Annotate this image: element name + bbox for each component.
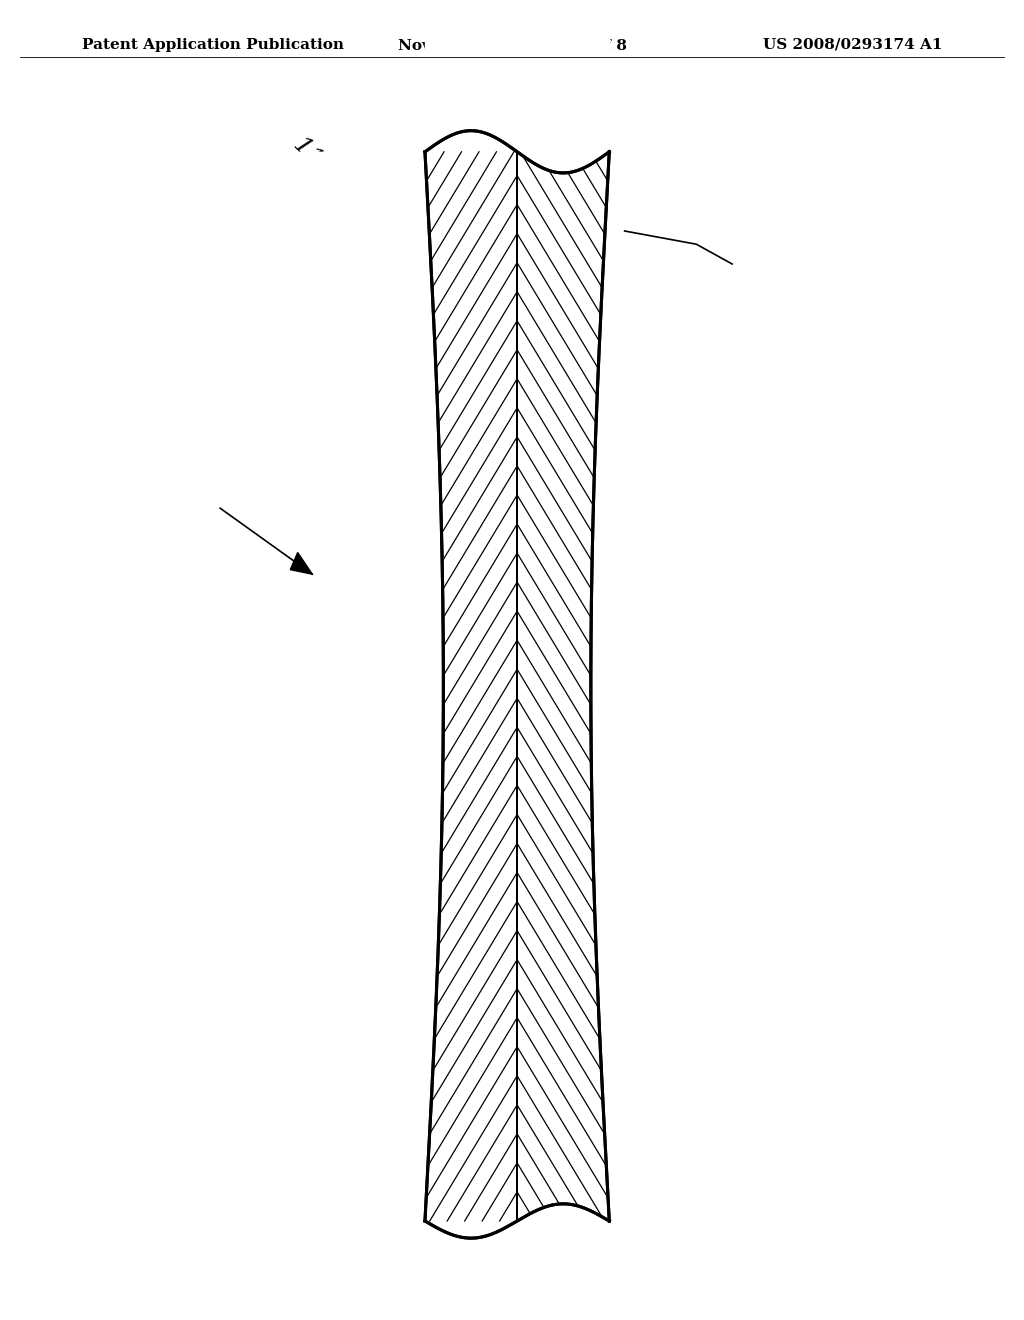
- Text: FIG.1A: FIG.1A: [805, 669, 834, 783]
- Text: Nov. 27, 2008  Sheet 1 of 8: Nov. 27, 2008 Sheet 1 of 8: [397, 38, 627, 51]
- Text: Patent Application Publication: Patent Application Publication: [82, 38, 344, 51]
- Text: 111: 111: [288, 133, 337, 183]
- Text: US 2008/0293174 A1: US 2008/0293174 A1: [763, 38, 942, 51]
- Text: 112: 112: [737, 257, 778, 310]
- Text: 110: 110: [164, 422, 205, 475]
- Polygon shape: [291, 553, 312, 574]
